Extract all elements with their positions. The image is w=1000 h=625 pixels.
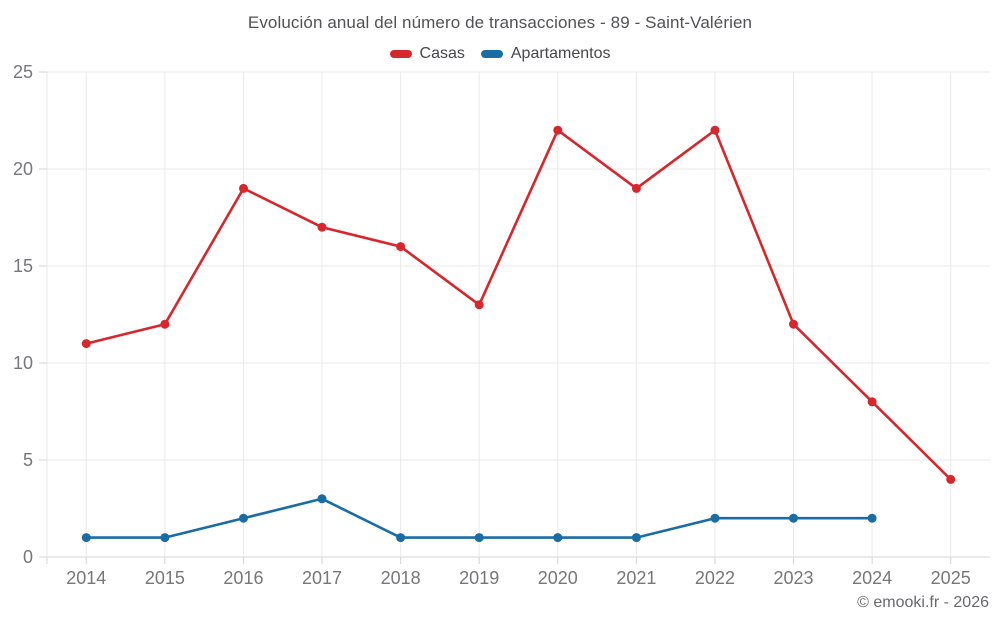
- data-point-casas-2015[interactable]: [160, 319, 170, 329]
- x-axis-tick-label: 2016: [223, 568, 263, 588]
- data-point-apartamentos-2024[interactable]: [867, 513, 877, 523]
- data-point-apartamentos-2020[interactable]: [553, 533, 563, 543]
- data-point-casas-2023[interactable]: [789, 319, 798, 329]
- x-axis-tick-label: 2017: [302, 568, 342, 588]
- x-axis-tick-label: 2018: [381, 568, 421, 588]
- legend-item-casas[interactable]: Casas: [389, 45, 465, 63]
- data-point-apartamentos-2016[interactable]: [239, 513, 248, 523]
- data-point-casas-2018[interactable]: [396, 242, 406, 252]
- data-point-casas-2020[interactable]: [553, 125, 563, 135]
- series-apartamentos: [81, 494, 877, 543]
- data-point-casas-2022[interactable]: [710, 125, 720, 135]
- x-axis-tick-label: 2023: [774, 568, 814, 588]
- y-axis-tick-label: 25: [13, 62, 33, 82]
- data-point-casas-2024[interactable]: [867, 397, 877, 407]
- chart-legend: Casas Apartamentos: [0, 45, 1000, 63]
- credit-text: © emooki.fr - 2026: [857, 594, 989, 611]
- legend-item-apartamentos[interactable]: Apartamentos: [480, 45, 611, 63]
- data-point-apartamentos-2019[interactable]: [474, 533, 484, 543]
- y-axis-tick-label: 10: [13, 353, 33, 373]
- data-point-apartamentos-2022[interactable]: [710, 513, 720, 523]
- data-point-casas-2014[interactable]: [81, 339, 91, 349]
- chart-title: Evolución anual del número de transaccio…: [247, 13, 753, 32]
- x-axis-tick-label: 2019: [459, 568, 499, 588]
- x-axis-tick-label: 2025: [931, 568, 971, 588]
- x-axis-tick-label: 2024: [852, 568, 892, 588]
- data-point-casas-2025[interactable]: [946, 474, 956, 484]
- data-point-apartamentos-2014[interactable]: [81, 533, 91, 543]
- data-point-apartamentos-2018[interactable]: [396, 533, 406, 543]
- gridlines: [46, 71, 990, 558]
- data-point-casas-2019[interactable]: [474, 300, 484, 310]
- data-point-apartamentos-2023[interactable]: [789, 513, 798, 523]
- legend-swatch-apartamentos-icon: [480, 50, 503, 58]
- y-axis-tick-label: 15: [13, 256, 33, 276]
- data-point-apartamentos-2015[interactable]: [160, 533, 170, 543]
- x-axis-tick-label: 2014: [66, 568, 106, 588]
- x-axis-tick-label: 2021: [616, 568, 656, 588]
- data-point-apartamentos-2017[interactable]: [317, 494, 327, 504]
- data-point-apartamentos-2021[interactable]: [631, 533, 641, 543]
- y-axis-tick-label: 0: [23, 547, 33, 567]
- legend-label-casas: Casas: [419, 45, 465, 62]
- legend-swatch-casas-icon: [389, 50, 412, 58]
- y-axis-tick-label: 5: [23, 450, 33, 470]
- x-axis-tick-label: 2020: [538, 568, 578, 588]
- data-point-casas-2016[interactable]: [239, 183, 248, 193]
- axes: [39, 71, 952, 564]
- series-line-casas: [85, 128, 952, 481]
- data-point-casas-2021[interactable]: [631, 183, 641, 193]
- legend-label-apartamentos: Apartamentos: [510, 45, 611, 62]
- x-axis-tick-label: 2015: [145, 568, 185, 588]
- data-point-casas-2017[interactable]: [317, 222, 327, 232]
- x-axis-tick-label: 2022: [695, 568, 735, 588]
- series-casas: [81, 125, 956, 484]
- y-axis-tick-label: 20: [13, 159, 33, 179]
